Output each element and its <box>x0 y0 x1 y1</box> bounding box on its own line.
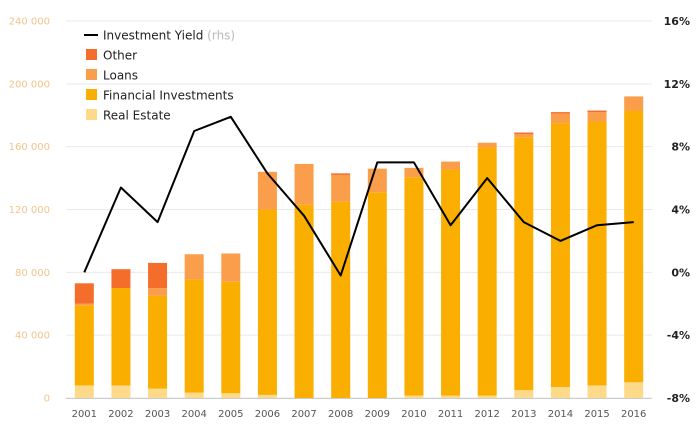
x-tick-label: 2009 <box>365 409 390 420</box>
legend-swatch-real-estate <box>86 109 97 120</box>
legend-label-financial-investments: Financial Investments <box>103 89 234 103</box>
bar-financial-investments-2005 <box>221 281 241 394</box>
right-tick-label: 12% <box>664 78 690 91</box>
legend: Investment Yield (rhs) Other Loans Financia… <box>84 29 235 123</box>
right-tick-label: 16% <box>664 15 690 28</box>
x-tick-label: 2014 <box>548 409 573 420</box>
bar-real-estate-2005 <box>221 393 241 398</box>
left-tick-label: 240 000 <box>9 17 50 28</box>
bar-real-estate-2004 <box>184 392 204 398</box>
bar-loans-2004 <box>184 254 204 280</box>
bar-other-2014 <box>550 112 570 114</box>
bar-other-2015 <box>587 110 607 113</box>
right-axis: -8% -4% 0% 4% 8% 12% 16% <box>664 15 690 405</box>
x-tick-label: 2013 <box>511 409 536 420</box>
investment-yield-line <box>83 115 634 277</box>
bar-real-estate-2001 <box>74 385 94 398</box>
right-tick-label: -4% <box>667 329 690 342</box>
x-tick-label: 2011 <box>438 409 463 420</box>
x-tick-label: 2005 <box>218 409 243 420</box>
bar-real-estate-2003 <box>148 388 168 398</box>
bar-other-2001 <box>74 283 94 304</box>
left-tick-label: 120 000 <box>9 205 50 216</box>
bar-loans-2001 <box>74 303 94 306</box>
bar-loans-2013 <box>514 134 534 138</box>
x-tick-label: 2006 <box>255 409 280 420</box>
bar-real-estate-2010 <box>404 395 424 398</box>
bar-real-estate-2011 <box>441 395 461 398</box>
bar-real-estate-2014 <box>550 387 570 398</box>
x-tick-label: 2003 <box>145 409 170 420</box>
bar-financial-investments-2008 <box>331 201 351 398</box>
bar-loans-2007 <box>294 163 314 205</box>
bar-financial-investments-2015 <box>587 121 607 386</box>
x-tick-label: 2004 <box>181 409 206 420</box>
right-tick-label: 0% <box>671 266 690 279</box>
bar-loans-2012 <box>477 142 497 148</box>
legend-swatch-loans <box>86 69 97 80</box>
bar-financial-investments-2002 <box>111 288 131 386</box>
legend-label-investment-yield: Investment Yield (rhs) <box>103 29 235 43</box>
bar-loans-2016 <box>624 96 644 111</box>
left-tick-label: 0 <box>44 394 50 405</box>
bar-loans-2008 <box>331 174 351 202</box>
bar-financial-investments-2013 <box>514 137 534 391</box>
legend-swatch-financial-investments <box>86 89 97 100</box>
bar-real-estate-2012 <box>477 395 497 398</box>
bar-financial-investments-2009 <box>367 192 387 398</box>
bar-other-2003 <box>148 262 168 289</box>
legend-swatch-other <box>86 49 97 60</box>
right-tick-label: 4% <box>671 204 690 217</box>
bar-financial-investments-2011 <box>441 169 461 396</box>
bar-financial-investments-2014 <box>550 123 570 388</box>
legend-label-other: Other <box>103 49 137 63</box>
bar-loans-2011 <box>441 161 461 170</box>
yield-line-layer <box>83 115 634 277</box>
bar-other-2013 <box>514 132 534 135</box>
x-tick-label: 2007 <box>291 409 316 420</box>
bar-financial-investments-2001 <box>74 305 94 386</box>
bar-real-estate-2006 <box>257 394 277 398</box>
bars <box>74 96 644 398</box>
x-tick-label: 2010 <box>401 409 426 420</box>
legend-label-real-estate: Real Estate <box>103 109 171 123</box>
left-tick-label: 160 000 <box>9 142 50 153</box>
bar-financial-investments-2003 <box>148 295 168 389</box>
x-axis: 2001 2002 2003 2004 2005 2006 2007 2008 2009 2010… <box>66 398 652 420</box>
bar-real-estate-2016 <box>624 382 644 398</box>
x-tick-label: 2012 <box>474 409 499 420</box>
x-tick-label: 2008 <box>328 409 353 420</box>
left-axis: 0 40 000 80 000 120 000 160 000 200 000 240 00… <box>9 17 50 405</box>
x-tick-label: 2002 <box>108 409 133 420</box>
bar-other-2008 <box>331 173 351 175</box>
left-tick-label: 200 000 <box>9 79 50 90</box>
bar-financial-investments-2006 <box>257 209 277 395</box>
right-tick-label: -8% <box>667 392 690 405</box>
bar-financial-investments-2016 <box>624 110 644 383</box>
bar-loans-2010 <box>404 167 424 178</box>
legend-label-loans: Loans <box>103 69 138 83</box>
bar-real-estate-2015 <box>587 385 607 398</box>
bar-loans-2015 <box>587 112 607 122</box>
bar-real-estate-2013 <box>514 390 534 398</box>
right-tick-label: 8% <box>671 141 690 154</box>
bar-real-estate-2002 <box>111 385 131 398</box>
x-tick-label: 2016 <box>621 409 646 420</box>
left-tick-label: 80 000 <box>15 268 50 279</box>
bar-loans-2003 <box>148 288 168 296</box>
left-tick-label: 40 000 <box>15 331 50 342</box>
bar-financial-investments-2012 <box>477 147 497 396</box>
x-tick-label: 2015 <box>584 409 609 420</box>
bar-loans-2014 <box>550 113 570 124</box>
bar-other-2002 <box>111 269 131 289</box>
bar-loans-2006 <box>257 171 277 210</box>
bar-financial-investments-2010 <box>404 177 424 396</box>
bar-loans-2005 <box>221 253 241 282</box>
bar-financial-investments-2004 <box>184 279 204 393</box>
bar-financial-investments-2007 <box>294 204 314 398</box>
x-tick-label: 2001 <box>72 409 97 420</box>
